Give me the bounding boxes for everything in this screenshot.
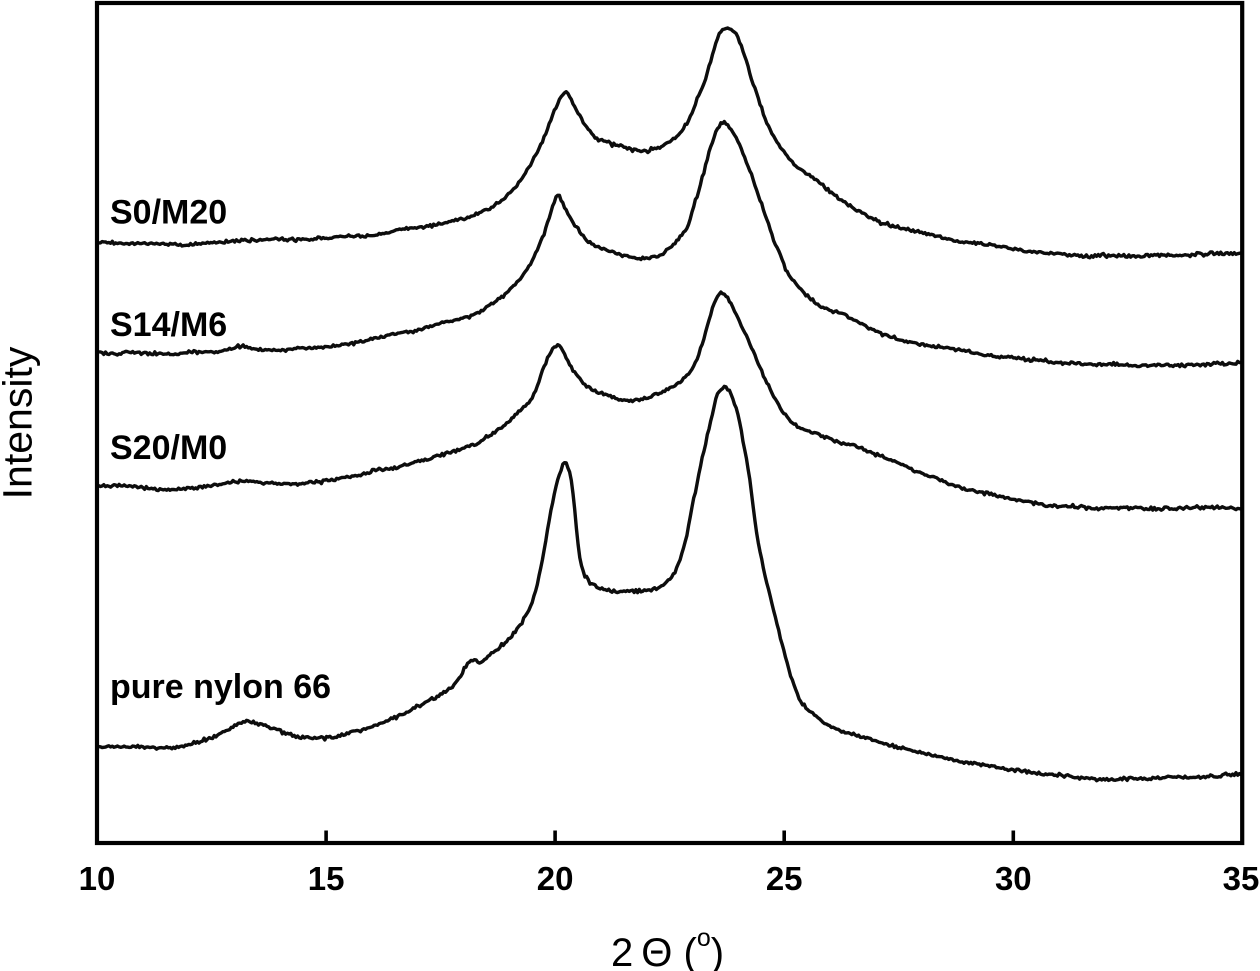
svg-text:Intensity: Intensity	[0, 346, 41, 499]
svg-text:S20/M0: S20/M0	[110, 429, 227, 467]
svg-text:S14/M6: S14/M6	[110, 306, 227, 344]
svg-text:15: 15	[308, 860, 345, 897]
svg-text:20: 20	[537, 860, 574, 897]
svg-text:30: 30	[995, 860, 1032, 897]
svg-text:S0/M20: S0/M20	[110, 194, 227, 232]
svg-text:25: 25	[766, 860, 803, 897]
svg-text:10: 10	[79, 860, 116, 897]
svg-text:pure nylon 66: pure nylon 66	[110, 668, 331, 706]
svg-text:35: 35	[1223, 860, 1260, 897]
